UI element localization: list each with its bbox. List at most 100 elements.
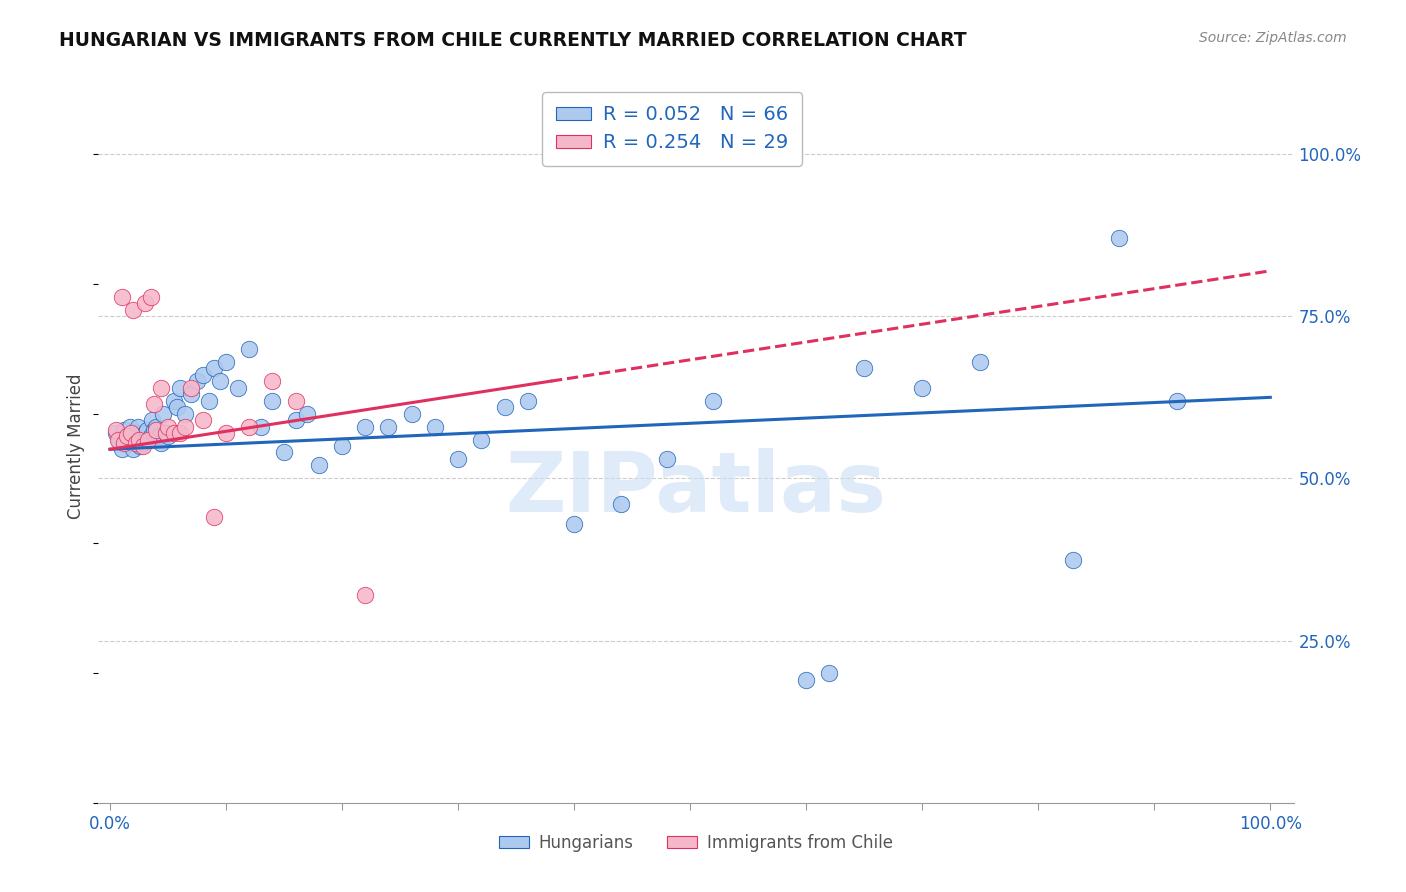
Point (128, 433, 150, 447)
Point (118, 419, 141, 434)
Point (117, 429, 139, 443)
Point (284, 393, 307, 408)
Point (1166, 393, 1188, 408)
Point (155, 425, 177, 440)
Point (238, 342, 260, 356)
Point (139, 429, 162, 443)
Point (911, 381, 934, 395)
Point (145, 419, 167, 434)
Point (111, 290, 134, 304)
Point (423, 419, 446, 434)
Point (969, 354, 991, 368)
Point (129, 439, 152, 453)
Point (157, 429, 180, 443)
Point (354, 419, 377, 434)
Point (655, 452, 678, 467)
Point (250, 419, 273, 434)
Point (163, 425, 186, 440)
Point (124, 435, 146, 450)
Point (136, 433, 159, 447)
Point (131, 435, 153, 450)
Point (141, 413, 163, 427)
Point (1108, 231, 1130, 245)
Point (174, 407, 197, 421)
Point (330, 439, 353, 453)
Point (169, 425, 191, 440)
Point (108, 433, 131, 447)
Point (853, 361, 876, 376)
Point (124, 425, 146, 440)
Point (104, 425, 127, 440)
Point (191, 368, 214, 382)
Point (117, 433, 139, 447)
Point (297, 407, 319, 421)
Point (354, 588, 377, 602)
Text: Source: ZipAtlas.com: Source: ZipAtlas.com (1199, 31, 1347, 45)
Point (180, 387, 202, 401)
Point (155, 425, 177, 440)
Point (180, 381, 202, 395)
Text: HUNGARIAN VS IMMIGRANTS FROM CHILE CURRENTLY MARRIED CORRELATION CHART: HUNGARIAN VS IMMIGRANTS FROM CHILE CURRE… (59, 31, 967, 50)
Point (166, 400, 188, 414)
Point (226, 381, 249, 395)
Point (111, 442, 134, 457)
Point (112, 423, 135, 437)
Point (401, 407, 423, 421)
Point (284, 413, 307, 427)
Point (238, 419, 260, 434)
Point (215, 354, 238, 368)
Point (128, 433, 150, 447)
Point (136, 433, 159, 447)
Text: ZIPatlas: ZIPatlas (506, 449, 886, 529)
Point (191, 413, 214, 427)
Point (134, 425, 156, 440)
Point (702, 393, 724, 408)
Point (127, 419, 149, 434)
Point (197, 393, 219, 408)
Point (150, 435, 173, 450)
Point (120, 425, 142, 440)
Point (470, 433, 492, 447)
Point (143, 423, 166, 437)
Point (122, 302, 145, 317)
Point (163, 393, 186, 408)
Point (139, 290, 162, 304)
Point (107, 433, 129, 447)
Point (1062, 552, 1084, 566)
Point (104, 423, 127, 437)
Point (204, 510, 226, 524)
Point (209, 374, 232, 388)
Point (169, 381, 191, 395)
Point (516, 393, 538, 408)
Point (157, 419, 180, 434)
Point (447, 452, 470, 467)
Point (215, 425, 238, 440)
Point (204, 361, 226, 376)
Point (174, 419, 197, 434)
Point (145, 423, 167, 437)
Point (262, 374, 284, 388)
Point (494, 400, 516, 414)
Point (112, 435, 135, 450)
Legend: Hungarians, Immigrants from Chile: Hungarians, Immigrants from Chile (492, 828, 900, 859)
Point (794, 673, 817, 687)
Point (148, 429, 170, 443)
Point (122, 429, 145, 443)
Point (131, 439, 153, 453)
Point (134, 296, 156, 310)
Point (152, 407, 174, 421)
Point (609, 497, 631, 511)
Point (120, 435, 142, 450)
Point (143, 397, 166, 411)
Point (186, 374, 208, 388)
Point (122, 442, 145, 457)
Y-axis label: Currently Married: Currently Married (67, 373, 86, 519)
Point (150, 381, 173, 395)
Point (262, 393, 284, 408)
Point (562, 516, 585, 531)
Point (273, 445, 295, 459)
Point (818, 666, 841, 681)
Point (308, 458, 330, 473)
Point (377, 419, 399, 434)
Point (136, 423, 159, 437)
